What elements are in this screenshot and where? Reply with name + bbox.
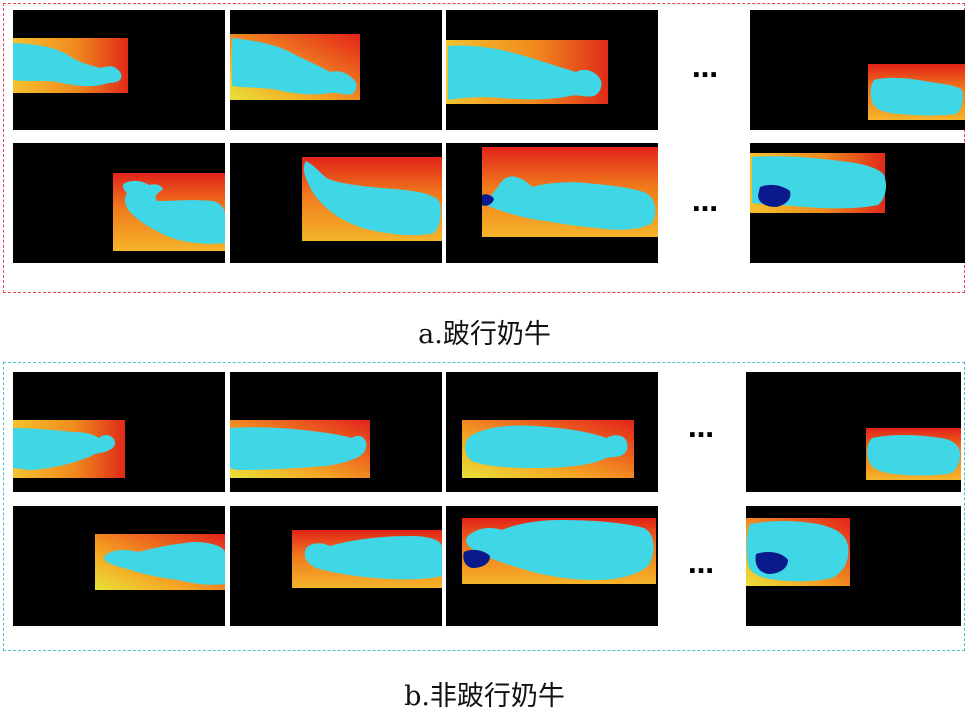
depth-image	[462, 420, 634, 478]
non-lame-cow-frame	[13, 372, 225, 492]
ellipsis: …	[688, 550, 715, 580]
caption-lame-cow: a.跛行奶牛	[418, 319, 551, 350]
depth-image	[750, 153, 886, 213]
lame-cow-frame	[13, 143, 225, 263]
ellipsis: …	[692, 54, 719, 84]
depth-image	[868, 64, 965, 120]
non-lame-cow-panel	[3, 362, 965, 651]
lame-cow-frame	[750, 143, 965, 263]
depth-image	[113, 173, 225, 251]
non-lame-cow-frame	[230, 506, 442, 626]
depth-image	[230, 420, 370, 478]
lame-cow-frame	[230, 143, 442, 263]
depth-image	[292, 530, 442, 588]
lame-cow-frame	[750, 10, 965, 130]
lame-cow-frame	[230, 10, 442, 130]
ellipsis: …	[692, 188, 719, 218]
depth-image	[13, 420, 125, 478]
depth-image	[866, 428, 961, 480]
non-lame-cow-frame	[446, 372, 658, 492]
depth-image	[446, 40, 608, 104]
non-lame-cow-frame	[746, 506, 961, 626]
ellipsis: …	[688, 414, 715, 444]
non-lame-cow-frame	[13, 506, 225, 626]
non-lame-cow-frame	[230, 372, 442, 492]
non-lame-cow-frame	[446, 506, 658, 626]
depth-image	[302, 157, 442, 241]
lame-cow-frame	[446, 143, 658, 263]
lame-cow-frame	[13, 10, 225, 130]
depth-image	[462, 518, 656, 584]
depth-image	[230, 34, 360, 100]
lame-cow-frame	[446, 10, 658, 130]
caption-non-lame-cow: b.非跛行奶牛	[404, 681, 565, 712]
depth-image	[95, 534, 225, 590]
depth-image	[746, 518, 850, 586]
non-lame-cow-frame	[746, 372, 961, 492]
depth-image	[13, 38, 128, 93]
depth-image	[482, 147, 658, 237]
